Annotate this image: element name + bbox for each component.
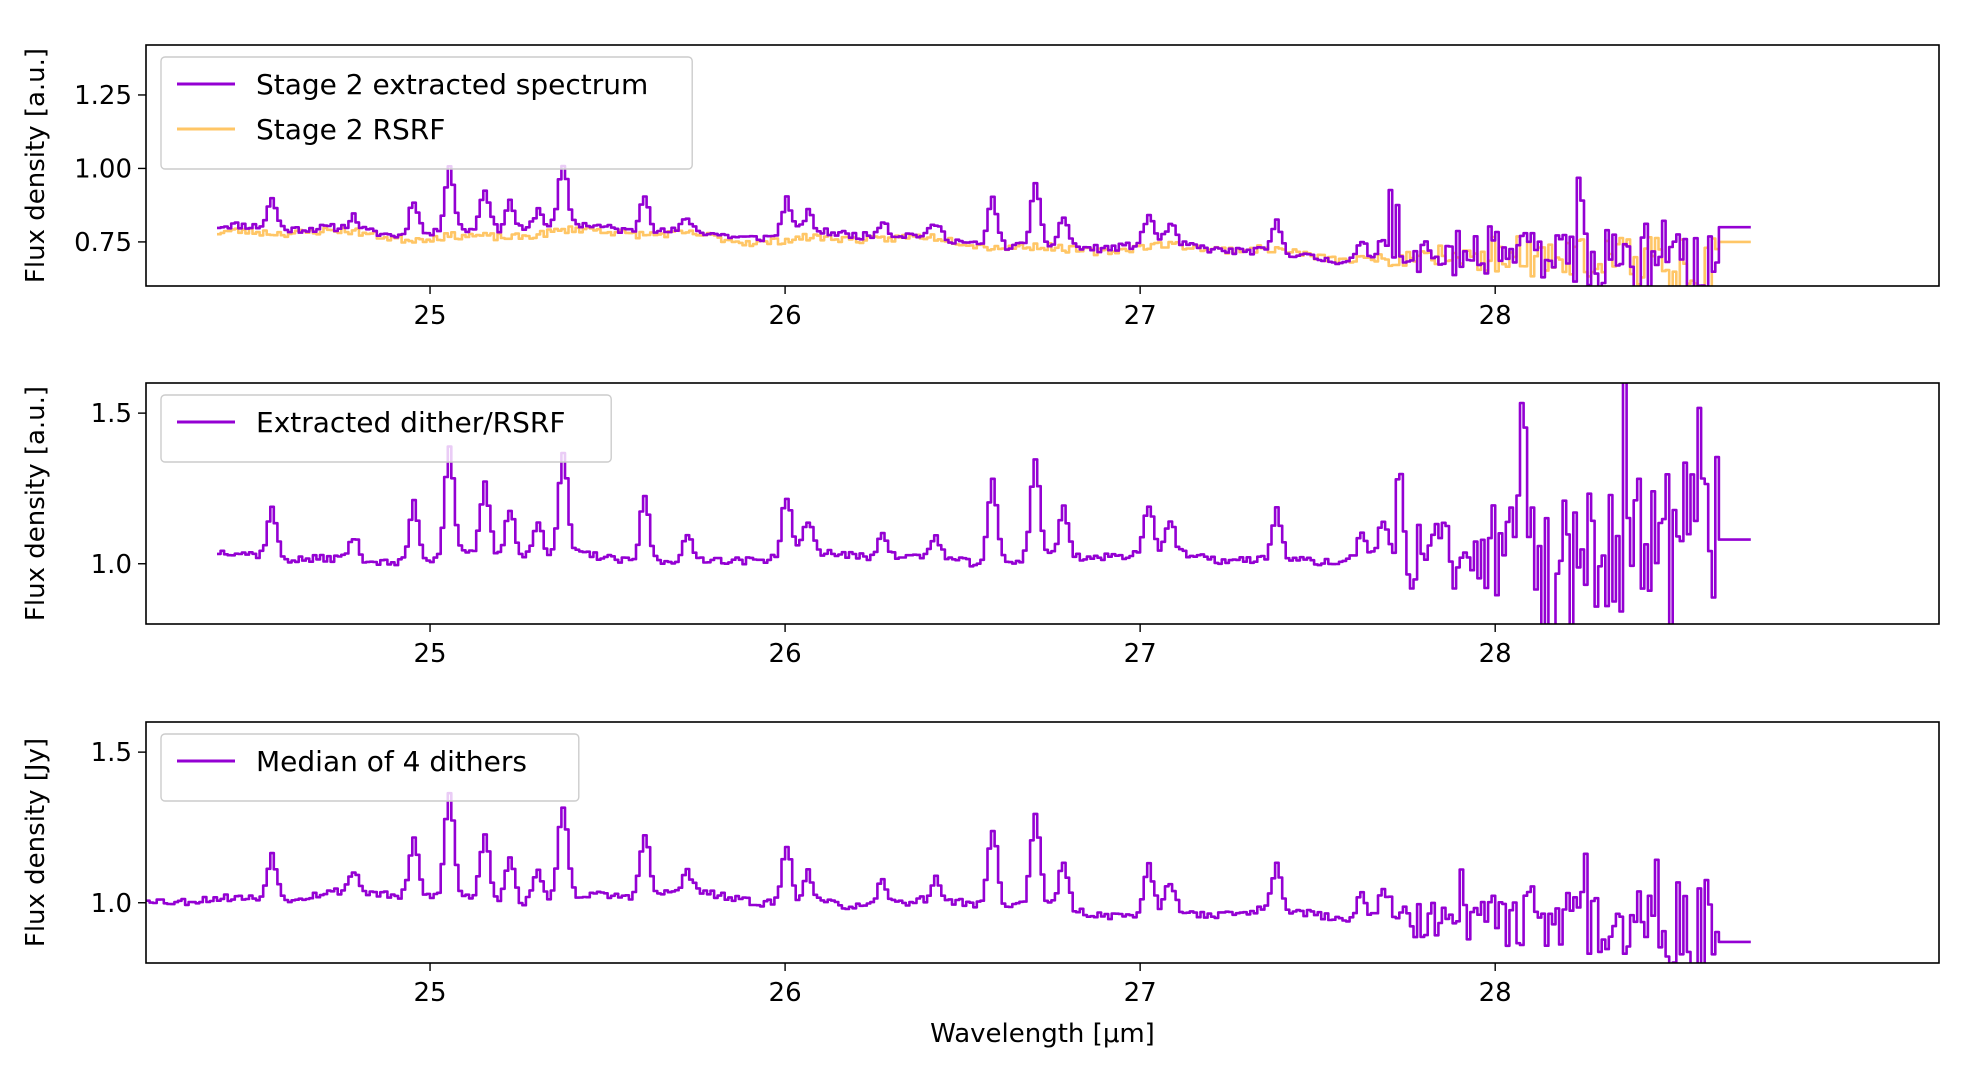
y-axis-label: Flux density [Jy] <box>21 738 51 947</box>
plot-area <box>146 791 1751 963</box>
legend-entry: Stage 2 extracted spectrum <box>256 68 648 101</box>
y-tick-label: 1.25 <box>74 81 132 111</box>
legend-box <box>160 56 693 170</box>
legend: Median of 4 dithers <box>160 733 580 802</box>
legend: Stage 2 extracted spectrum Stage 2 RSRF <box>160 56 693 170</box>
legend: Extracted dither/RSRF <box>160 394 612 463</box>
plot-area <box>217 164 1751 286</box>
plot-area <box>217 383 1751 624</box>
panel-bottom: 25 26 27 28 1.0 1.5 Flux density [Jy] Wavelengt… <box>21 721 1940 1049</box>
legend-entry: Median of 4 dithers <box>256 745 527 778</box>
x-tick-label: 27 <box>1124 639 1157 669</box>
series-line-stage-2-extracted-spectrum <box>217 164 1751 286</box>
legend-box <box>160 733 580 802</box>
x-tick-label: 25 <box>413 639 446 669</box>
y-axis-label: Flux density [a.u.] <box>21 386 51 621</box>
y-tick-label: 0.75 <box>74 228 132 258</box>
panel-middle: 25 26 27 28 1.0 1.5 Flux density [a.u.] Extract… <box>21 382 1940 669</box>
y-tick-label: 1.00 <box>74 154 132 184</box>
x-axis-label: Wavelength [μm] <box>930 1019 1155 1049</box>
axes-frame <box>145 382 1940 625</box>
y-tick-label: 1.0 <box>91 889 132 919</box>
x-tick-label: 28 <box>1479 978 1512 1008</box>
y-tick-label: 1.0 <box>91 550 132 580</box>
x-tick-label: 28 <box>1479 301 1512 331</box>
x-tick-label: 27 <box>1124 978 1157 1008</box>
y-tick-label: 1.5 <box>91 738 132 768</box>
series-line-extracted-dither-rsrf <box>217 383 1751 624</box>
series-line-median-of-4-dithers <box>146 791 1751 963</box>
axes-frame <box>145 721 1940 964</box>
axes-frame <box>145 44 1940 287</box>
x-tick-label: 25 <box>413 978 446 1008</box>
legend-box <box>160 394 612 463</box>
x-tick-label: 26 <box>769 978 802 1008</box>
panel-top: 25 26 27 28 0.75 1.00 1.25 Flux density [a.u.] S… <box>21 44 1940 331</box>
x-tick-label: 26 <box>769 639 802 669</box>
x-tick-label: 25 <box>413 301 446 331</box>
x-tick-label: 28 <box>1479 639 1512 669</box>
y-axis-label: Flux density [a.u.] <box>21 48 51 283</box>
legend-entry: Extracted dither/RSRF <box>256 406 565 439</box>
y-tick-label: 1.5 <box>91 399 132 429</box>
legend-entry: Stage 2 RSRF <box>256 113 445 146</box>
x-tick-label: 26 <box>769 301 802 331</box>
x-tick-label: 27 <box>1124 301 1157 331</box>
